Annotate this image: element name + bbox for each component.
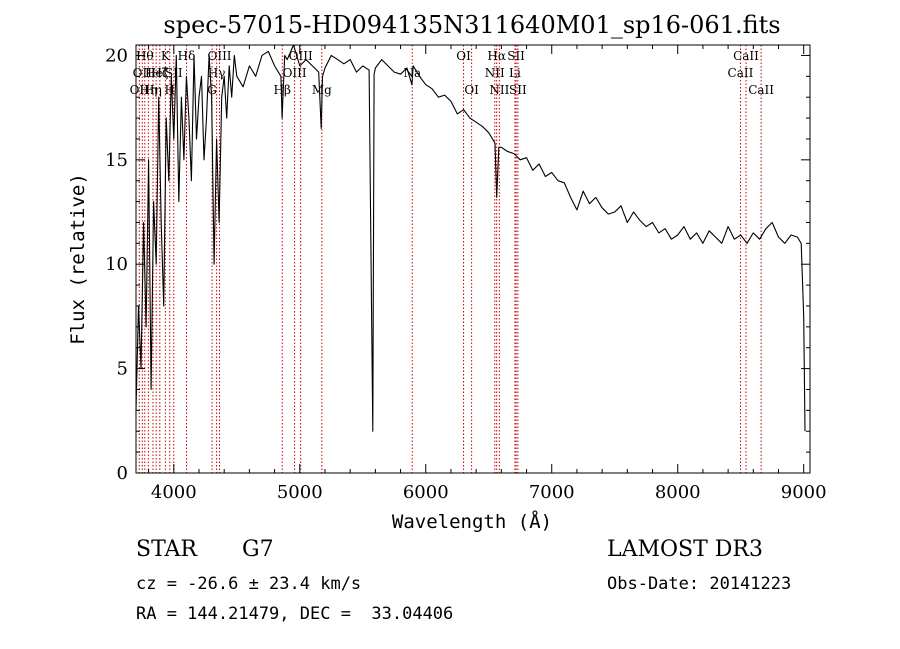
spectral-line-label: K: [161, 49, 171, 63]
spectral-line-label: Hζ: [151, 66, 168, 80]
spectral-line-label: Li: [509, 66, 521, 80]
spectral-line-label: SII: [507, 49, 525, 63]
chart-title: spec-57015-HD094135N311640M01_sp16-061.f…: [163, 11, 780, 39]
x-axis-ticks: 4000 5000 6000 7000 8000 9000: [148, 45, 827, 503]
spectral-line-label: OII: [130, 83, 150, 97]
x-tick-label: 7000: [529, 482, 575, 503]
y-tick-label: 10: [105, 254, 128, 275]
spectral-line-label: Hα: [487, 49, 506, 63]
x-tick-label: 4000: [151, 482, 197, 503]
spectral-line-label: OI: [464, 83, 479, 97]
y-axis-label: Flux (relative): [67, 173, 89, 345]
spectral-line-label: NII: [485, 66, 505, 80]
obs-date: Obs-Date: 20141223: [607, 574, 792, 594]
survey-name: LAMOST DR3: [607, 537, 763, 562]
y-tick-label: 5: [117, 359, 128, 380]
plot-frame: [135, 44, 811, 474]
spectral-line-label: Hη: [144, 83, 162, 97]
spectral-line-label: Hβ: [274, 83, 291, 97]
spectral-line-label: HeI: [145, 66, 168, 80]
spectral-line-label: Hγ: [208, 66, 226, 80]
y-axis-ticks: 0 5 10 15 20: [105, 45, 810, 484]
coordinates: RA = 144.21479, DEC = 33.04406: [136, 604, 454, 624]
spectral-line-labels: OIIOIIHθHηHηHeIHζKHSIIHδGHγOIIIHβOIIIOII…: [130, 49, 775, 97]
x-tick-label: 5000: [277, 482, 323, 503]
spectral-line-label: OIII: [283, 66, 307, 80]
y-tick-label: 20: [105, 45, 128, 66]
spectrum-series: [135, 44, 806, 432]
subclass: G7: [242, 537, 274, 562]
spectrum-line: [135, 44, 806, 432]
spectral-line-label: Hη: [140, 83, 158, 97]
spectral-line-label: Hθ: [136, 49, 154, 63]
spectral-line-markers: [138, 45, 762, 473]
spectral-line-label: CaII: [733, 49, 759, 63]
spectral-line-label: CaII: [728, 66, 754, 80]
spectral-line-label: Hδ: [178, 49, 196, 63]
object-class: STAR: [136, 537, 197, 562]
spectral-line-label: NII: [489, 83, 509, 97]
x-tick-label: 9000: [781, 482, 827, 503]
spectral-line-label: G: [207, 83, 217, 97]
y-tick-label: 15: [105, 150, 128, 171]
redshift-readout: cz = -26.6 ± 23.4 km/s: [136, 574, 362, 594]
spectral-line-label: OIII: [289, 49, 313, 63]
spectral-line-label: OI: [456, 49, 471, 63]
spectral-line-label: SII: [509, 83, 527, 97]
y-tick-label: 0: [117, 463, 128, 484]
spectral-line-label: SII: [165, 66, 183, 80]
spectral-line-label: H: [165, 83, 175, 97]
x-tick-label: 8000: [655, 482, 701, 503]
spectral-line-label: OIII: [207, 49, 231, 63]
x-tick-label: 6000: [403, 482, 449, 503]
x-axis-label: Wavelength (Å): [392, 510, 552, 533]
spectral-line-label: CaII: [748, 83, 774, 97]
